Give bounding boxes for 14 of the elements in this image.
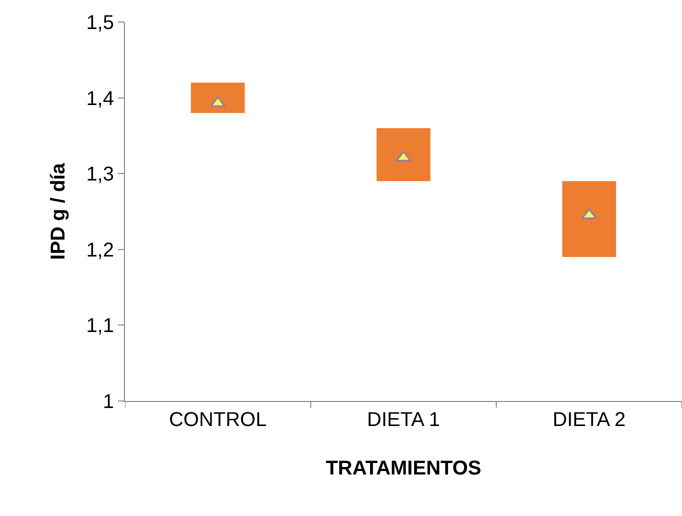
x-axis-title: TRATAMIENTOS: [326, 458, 482, 480]
y-tick-label: 1,2: [86, 239, 114, 262]
x-tick-label: CONTROL: [168, 409, 267, 431]
y-tick-label: 1: [102, 391, 114, 413]
y-tick-label: 1,5: [86, 12, 114, 34]
y-tick-label: 1,1: [86, 315, 114, 338]
y-tick-label: 1,4: [86, 88, 114, 110]
y-tick-label: 1,3: [86, 164, 114, 186]
y-axis-title: IPD g / día: [48, 162, 70, 260]
bar: [562, 181, 616, 257]
x-tick-label: DIETA 2: [552, 409, 626, 431]
bar: [376, 128, 430, 182]
bar: [190, 82, 245, 113]
x-tick-label: DIETA 1: [367, 409, 440, 431]
